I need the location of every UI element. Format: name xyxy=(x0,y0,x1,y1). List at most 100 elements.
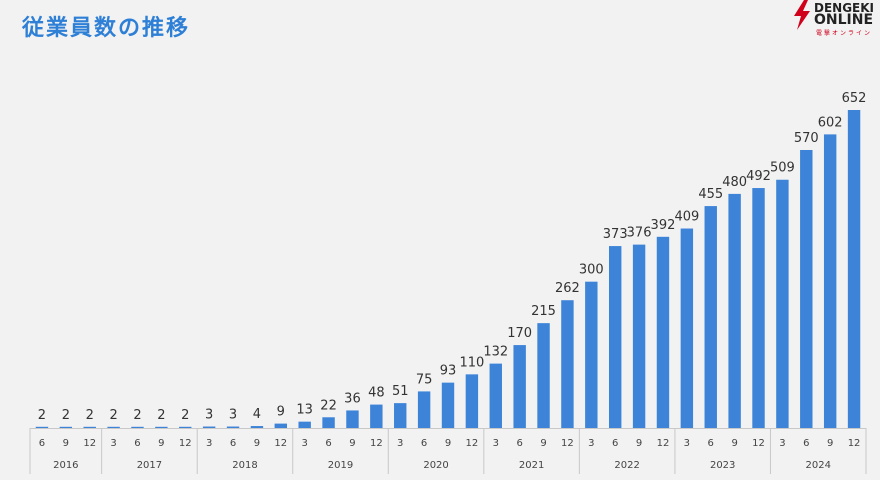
bar xyxy=(202,426,216,428)
month-tick-label: 6 xyxy=(325,438,331,449)
bar xyxy=(513,345,526,428)
month-tick-label: 9 xyxy=(827,438,833,449)
bar-value-label: 2 xyxy=(109,408,117,423)
bar xyxy=(107,426,120,428)
bar xyxy=(585,281,598,428)
year-label: 2018 xyxy=(232,460,257,471)
month-tick-label: 12 xyxy=(466,438,479,449)
bar-value-label: 93 xyxy=(440,364,457,379)
month-tick-label: 3 xyxy=(397,438,403,449)
bar-value-label: 509 xyxy=(770,161,795,176)
bar xyxy=(226,426,240,428)
bar-value-label: 455 xyxy=(698,187,723,202)
bar-value-label: 373 xyxy=(603,227,628,242)
bar xyxy=(489,363,502,428)
chart-title: 従業員数の推移 xyxy=(22,16,191,41)
bar xyxy=(417,391,431,428)
month-tick-label: 12 xyxy=(179,438,192,449)
bar-value-label: 132 xyxy=(483,345,508,360)
month-tick-label: 9 xyxy=(540,438,546,449)
bar xyxy=(250,426,264,428)
bar xyxy=(704,206,717,428)
month-tick-label: 3 xyxy=(206,438,212,449)
logo-text-online: ONLINE xyxy=(814,12,874,28)
month-tick-label: 9 xyxy=(349,438,355,449)
bar-value-label: 262 xyxy=(555,281,580,296)
bar xyxy=(632,244,646,428)
month-tick-label: 3 xyxy=(779,438,785,449)
bar-value-label: 2 xyxy=(62,408,70,423)
bar-value-label: 13 xyxy=(296,403,313,418)
bar-value-label: 22 xyxy=(320,398,337,413)
month-tick-label: 6 xyxy=(612,438,618,449)
month-tick-label: 9 xyxy=(63,438,69,449)
bar-value-label: 9 xyxy=(277,405,285,420)
bar xyxy=(370,404,383,428)
bar-value-label: 300 xyxy=(579,263,604,278)
month-tick-label: 12 xyxy=(752,438,765,449)
bar xyxy=(728,193,741,428)
bar xyxy=(131,426,144,428)
bar-value-label: 376 xyxy=(627,226,652,241)
month-tick-label: 3 xyxy=(493,438,499,449)
bar xyxy=(394,403,407,428)
bar-value-label: 480 xyxy=(722,175,747,190)
bar-value-label: 48 xyxy=(368,386,385,401)
bar xyxy=(800,149,813,428)
year-label: 2020 xyxy=(423,460,448,471)
month-tick-label: 3 xyxy=(110,438,116,449)
bar-value-label: 2 xyxy=(181,408,189,423)
bar-value-label: 652 xyxy=(842,91,867,106)
month-tick-label: 6 xyxy=(421,438,427,449)
year-label: 2023 xyxy=(710,460,735,471)
bar xyxy=(656,236,670,428)
bar-value-label: 4 xyxy=(253,407,261,422)
bar-value-label: 36 xyxy=(344,391,361,406)
bar xyxy=(346,410,359,428)
bar-value-label: 2 xyxy=(157,408,165,423)
bar-value-label: 170 xyxy=(507,326,532,341)
bar xyxy=(155,426,168,428)
bar xyxy=(561,300,574,428)
bar xyxy=(752,188,765,428)
month-tick-label: 3 xyxy=(684,438,690,449)
bar xyxy=(35,426,49,428)
bar-value-label: 215 xyxy=(531,304,556,319)
bar xyxy=(179,426,192,428)
month-tick-label: 12 xyxy=(657,438,670,449)
bar-value-label: 2 xyxy=(133,408,141,423)
year-label: 2017 xyxy=(137,460,162,471)
bar-value-label: 570 xyxy=(794,131,819,146)
bar xyxy=(274,423,288,428)
bar-value-label: 3 xyxy=(229,408,237,423)
month-tick-label: 6 xyxy=(230,438,236,449)
bar xyxy=(441,382,455,428)
bar xyxy=(537,323,550,428)
month-tick-label: 9 xyxy=(445,438,451,449)
bar-value-label: 2 xyxy=(86,408,94,423)
bar-value-label: 602 xyxy=(818,115,843,130)
month-tick-label: 12 xyxy=(561,438,574,449)
bar xyxy=(322,417,335,428)
year-label: 2016 xyxy=(53,460,78,471)
bar-value-label: 3 xyxy=(205,408,213,423)
year-label: 2022 xyxy=(614,460,639,471)
logo-text-dengeki: DENGEKI xyxy=(814,1,875,15)
bar xyxy=(847,110,861,428)
bar xyxy=(823,134,837,428)
bar xyxy=(59,426,73,428)
month-tick-label: 6 xyxy=(516,438,522,449)
bar xyxy=(608,246,622,428)
month-tick-label: 12 xyxy=(370,438,383,449)
year-label: 2019 xyxy=(328,460,353,471)
month-tick-label: 3 xyxy=(588,438,594,449)
month-tick-label: 9 xyxy=(731,438,737,449)
month-tick-label: 6 xyxy=(39,438,45,449)
month-tick-label: 9 xyxy=(636,438,642,449)
bar xyxy=(776,179,789,428)
month-tick-label: 6 xyxy=(134,438,140,449)
bar xyxy=(298,421,311,428)
year-label: 2024 xyxy=(806,460,831,471)
bar xyxy=(680,228,694,428)
